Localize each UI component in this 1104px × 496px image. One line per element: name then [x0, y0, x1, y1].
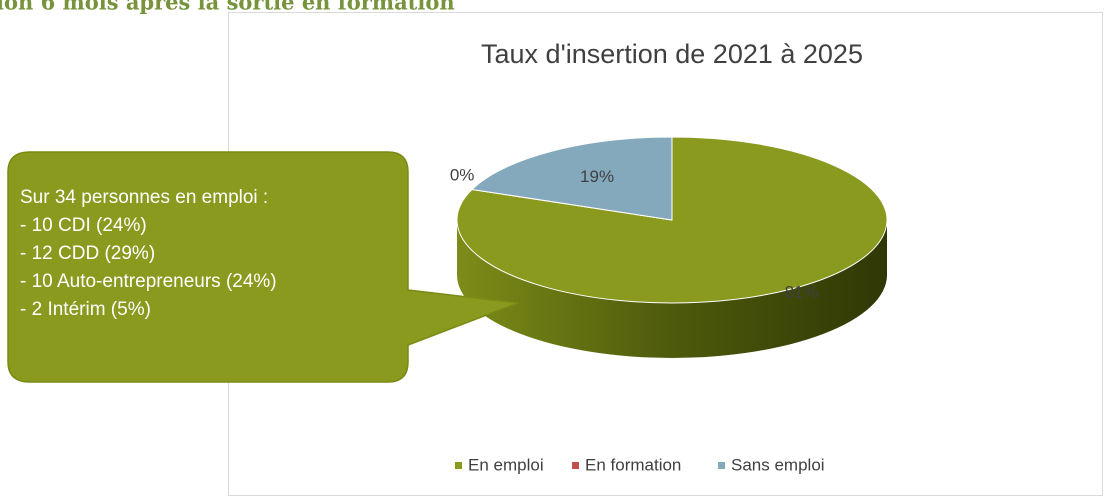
- chart-title: Taux d'insertion de 2021 à 2025: [481, 39, 863, 69]
- callout-line: - 12 CDD (29%): [20, 243, 155, 264]
- callout: [7, 151, 519, 383]
- legend: En emploi En formation Sans emploi: [455, 455, 825, 474]
- callout-line: Sur 34 personnes en emploi :: [20, 187, 268, 208]
- pie-side: [457, 220, 887, 358]
- callout-line: - 10 Auto-entrepreneurs (24%): [20, 271, 277, 292]
- callout-text: Sur 34 personnes en emploi : - 10 CDI (24…: [20, 187, 277, 320]
- callout-line: - 10 CDI (24%): [20, 215, 147, 236]
- pie-slice: [471, 136, 673, 221]
- legend-marker: [455, 462, 462, 469]
- data-label: 0%: [450, 165, 475, 184]
- callout-line: - 2 Intérim (5%): [20, 299, 151, 320]
- pie: 81% 0% 19%: [450, 136, 888, 358]
- data-label: 19%: [580, 167, 614, 186]
- legend-marker: [718, 462, 725, 469]
- legend-label: En formation: [585, 455, 681, 474]
- legend-marker: [572, 462, 579, 469]
- data-label: 81%: [785, 283, 819, 302]
- legend-label: Sans emploi: [731, 455, 825, 474]
- legend-label: En emploi: [468, 455, 544, 474]
- heading: ion 6 mois après la sortie en formation: [0, 0, 455, 15]
